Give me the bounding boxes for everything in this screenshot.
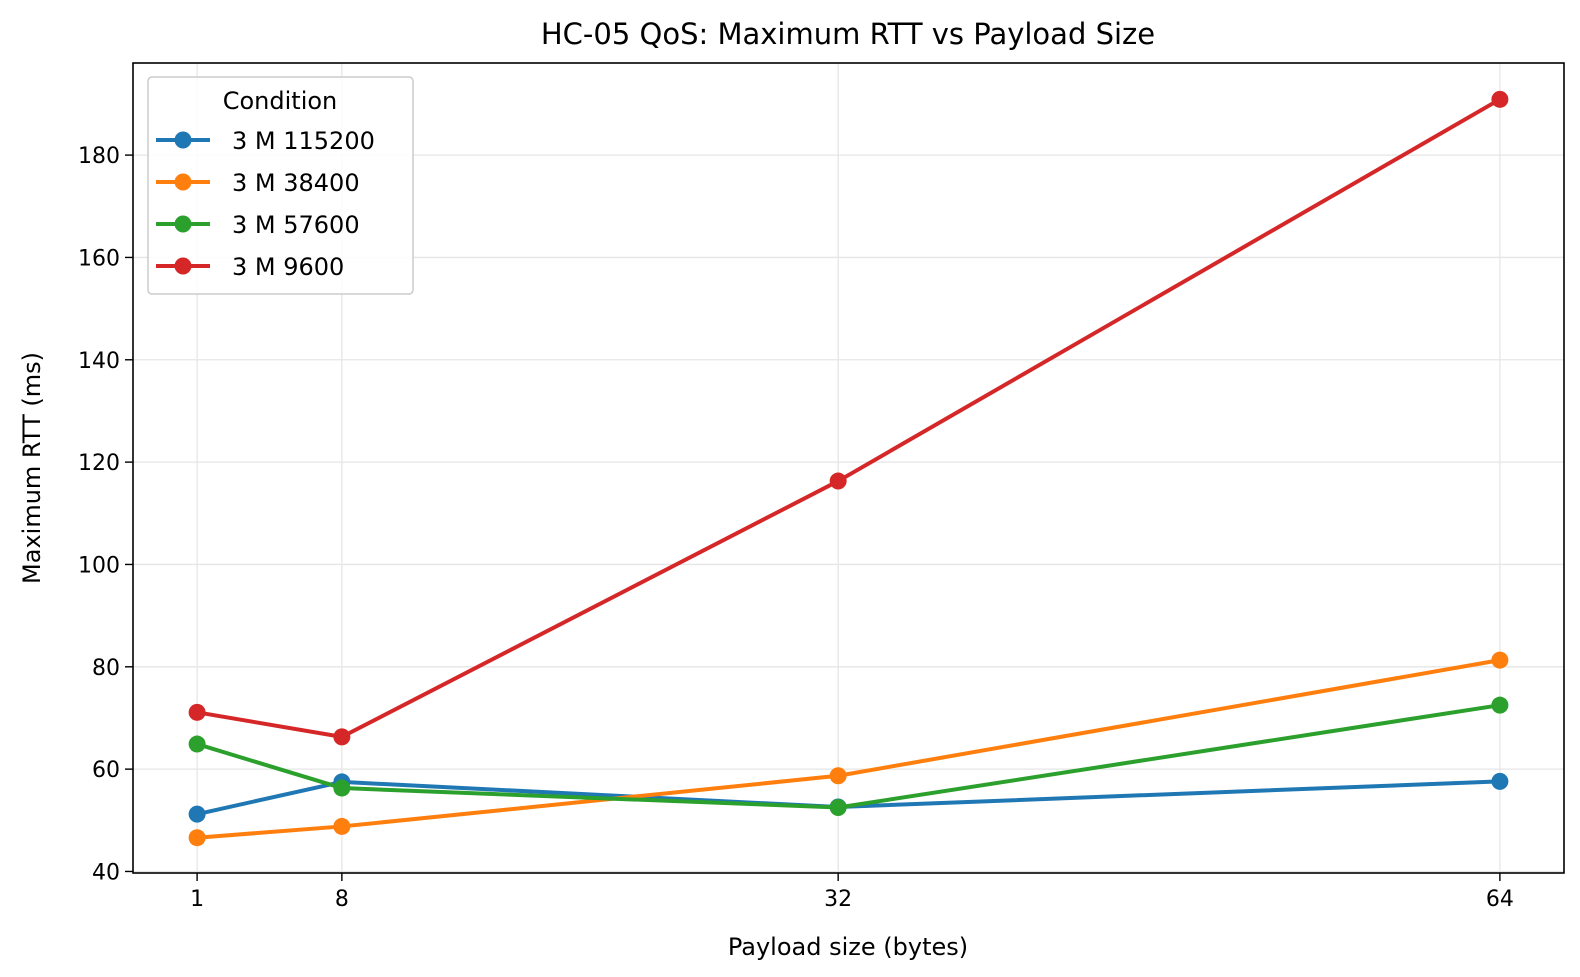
- y-axis-label: Maximum RTT (ms): [18, 352, 46, 584]
- chart-title: HC-05 QoS: Maximum RTT vs Payload Size: [541, 17, 1155, 51]
- y-tick-label: 100: [78, 553, 120, 578]
- series-layer: [188, 90, 1509, 847]
- data-point: [1491, 651, 1509, 669]
- x-axis: 1 8 32 64: [190, 873, 1514, 912]
- data-point: [829, 767, 847, 785]
- legend-swatch-marker: [174, 215, 192, 233]
- legend-item: 3 M 9600: [156, 253, 344, 281]
- y-tick-label: 120: [78, 451, 120, 476]
- legend-item: 3 M 38400: [156, 169, 360, 197]
- legend-swatch-marker: [174, 257, 192, 275]
- y-tick-label: 40: [92, 860, 120, 885]
- series-2: [188, 696, 1509, 817]
- plot-frame: [132, 62, 1565, 874]
- data-point: [333, 779, 351, 797]
- series-3: [188, 90, 1509, 746]
- legend-label: 3 M 115200: [232, 127, 375, 155]
- x-tick-label: 1: [190, 887, 204, 912]
- legend-item: 3 M 57600: [156, 211, 360, 239]
- data-point: [1491, 90, 1509, 108]
- y-axis: 40 60 80 100 120 140 160 180: [78, 144, 133, 885]
- y-tick-label: 80: [92, 656, 120, 681]
- data-point: [333, 817, 351, 835]
- legend-box: [147, 76, 414, 295]
- x-tick-label: 64: [1486, 887, 1514, 912]
- legend-items: 3 M 115200 3 M 38400 3 M 57600 3 M 9600: [156, 127, 375, 281]
- grid: [133, 63, 1564, 873]
- legend-swatch-marker: [174, 131, 192, 149]
- legend-swatch-marker: [174, 173, 192, 191]
- data-point: [1491, 696, 1509, 714]
- series-line: [195, 703, 1502, 810]
- x-tick-label: 32: [824, 887, 852, 912]
- legend-item: 3 M 115200: [156, 127, 375, 155]
- data-point: [188, 829, 206, 847]
- y-tick-label: 60: [92, 758, 120, 783]
- series-line: [195, 658, 1502, 840]
- data-point: [188, 805, 206, 823]
- x-axis-label: Payload size (bytes): [728, 933, 968, 961]
- series-line: [195, 97, 1502, 739]
- data-point: [1491, 772, 1509, 790]
- data-point: [188, 703, 206, 721]
- series-1: [188, 651, 1509, 847]
- legend-title: Condition: [223, 87, 338, 115]
- legend-label: 3 M 57600: [232, 211, 360, 239]
- y-tick-label: 180: [78, 144, 120, 169]
- data-point: [829, 799, 847, 817]
- series-line: [195, 779, 1502, 817]
- legend-label: 3 M 38400: [232, 169, 360, 197]
- y-tick-label: 160: [78, 246, 120, 271]
- data-point: [829, 472, 847, 490]
- data-point: [188, 735, 206, 753]
- x-tick-label: 8: [335, 887, 349, 912]
- data-point: [333, 728, 351, 746]
- legend-label: 3 M 9600: [232, 253, 344, 281]
- y-tick-label: 140: [78, 349, 120, 374]
